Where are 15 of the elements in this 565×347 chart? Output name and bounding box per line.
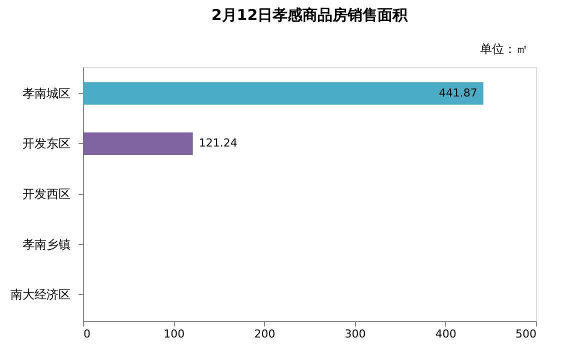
y-tick-label: 开发西区	[22, 187, 70, 201]
data-label: 441.87	[438, 86, 478, 100]
y-tick-label: 孝南城区	[22, 86, 70, 100]
y-tick-label: 南大经济区	[10, 288, 70, 302]
y-tick-label: 孝南乡镇	[22, 237, 70, 252]
x-tick-label: 400	[435, 328, 456, 340]
x-tick-label: 0	[84, 328, 90, 340]
x-tick-label: 300	[344, 328, 366, 340]
y-tick-label: 开发东区	[22, 136, 70, 151]
chart-title: 2月12日孝感商品房销售面积	[211, 6, 409, 24]
x-tick-label: 500	[516, 328, 536, 340]
data-label: 121.24	[198, 136, 238, 150]
x-tick-label: 200	[254, 328, 276, 340]
x-tick-label: 100	[164, 328, 185, 340]
text: 单位：㎡	[480, 42, 528, 56]
